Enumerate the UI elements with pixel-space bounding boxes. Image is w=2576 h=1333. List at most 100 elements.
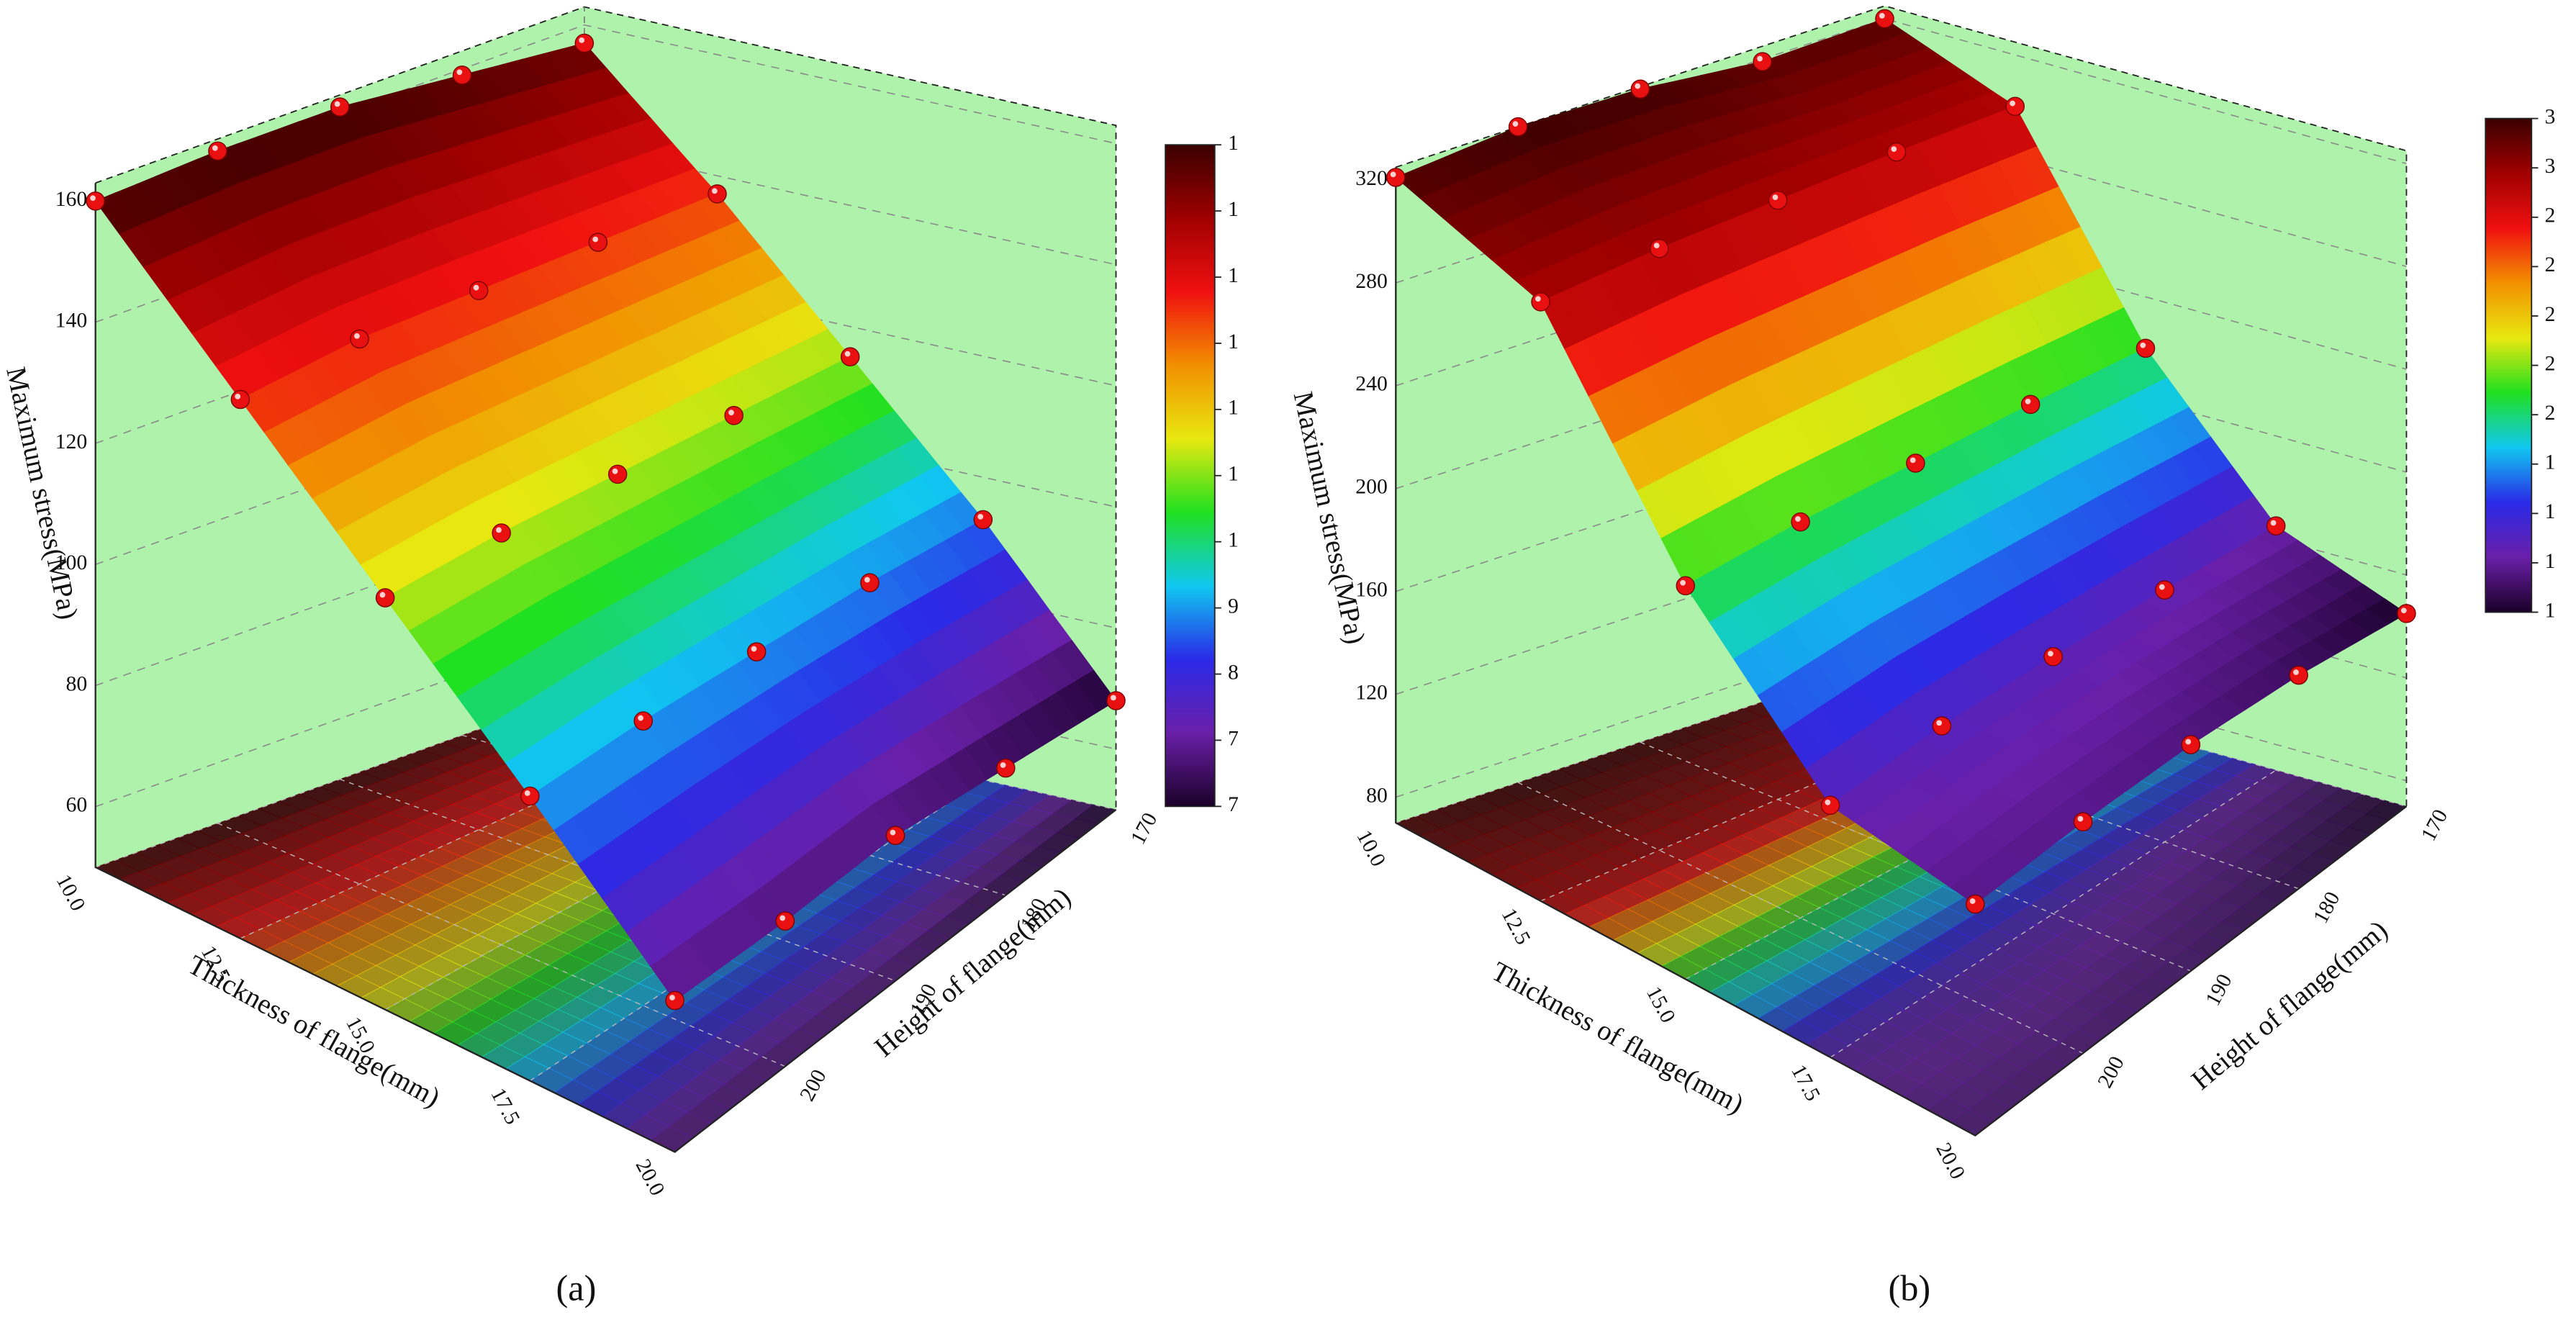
z-grid-line [95, 24, 1116, 202]
data-point [2073, 812, 2093, 832]
point-highlight [1000, 762, 1006, 768]
caption: (b) [1888, 1268, 1930, 1308]
point-highlight [1635, 83, 1641, 89]
z-label: Maximum stress(MPa) [0, 364, 83, 622]
data-point [2397, 604, 2416, 623]
data-point [2266, 516, 2286, 536]
z-tick-label: 100 [55, 551, 88, 574]
y-grid-line [217, 823, 786, 1067]
point-highlight [496, 527, 502, 533]
data-point [350, 329, 369, 349]
colorbar-label: 1 [2545, 599, 2556, 622]
z-grid-line [1396, 635, 2407, 798]
x-tick-label: 20.0 [631, 1156, 669, 1200]
data-point [588, 232, 608, 252]
colorbar-label: 2 [2545, 253, 2556, 276]
point-highlight [1653, 243, 1660, 249]
data-point [1753, 52, 1772, 71]
data-point [1820, 795, 1840, 815]
point-highlight [1825, 799, 1831, 805]
data-point [840, 347, 860, 366]
z-tick-label: 160 [1355, 579, 1388, 602]
z-tick-label: 60 [65, 794, 87, 817]
data-point [2043, 647, 2063, 666]
point-highlight [524, 790, 530, 796]
data-point [775, 911, 795, 931]
data-point [1650, 238, 1669, 258]
point-highlight [1757, 55, 1763, 62]
data-point [520, 786, 540, 806]
colorbar-label: 7 [1228, 793, 1239, 816]
data-point [375, 588, 395, 607]
data-point [492, 523, 511, 543]
data-point [1508, 117, 1528, 137]
point-highlight [2270, 520, 2277, 526]
data-point [574, 33, 595, 53]
data-point [469, 281, 489, 301]
point-highlight [456, 69, 463, 76]
data-point [1791, 512, 1810, 532]
data-point [330, 97, 350, 117]
y-tick-label: 170 [2417, 806, 2452, 845]
data-point [996, 758, 1016, 778]
z-tick-label: 80 [65, 672, 87, 695]
point-highlight [844, 351, 851, 357]
colorbar-label: 2 [2545, 204, 2556, 227]
x-tick-label: 10.0 [52, 871, 90, 915]
x-tick-label: 20.0 [1931, 1139, 1969, 1183]
data-point [1886, 142, 1907, 162]
x-tick-label: 17.5 [1786, 1061, 1825, 1105]
data-point [86, 191, 105, 211]
colorbar-label: 1 [2545, 500, 2556, 523]
point-highlight [612, 468, 618, 474]
z-tick-label: 80 [1366, 784, 1388, 807]
data-point [2181, 735, 2201, 754]
z-tick-label: 320 [1355, 167, 1388, 190]
x-tick-label: 17.5 [486, 1085, 524, 1129]
point-highlight [1390, 171, 1396, 178]
data-point [2136, 338, 2156, 358]
data-point [2005, 96, 2025, 117]
data-point [665, 990, 684, 1011]
point-highlight [2159, 584, 2165, 590]
data-point [885, 826, 905, 846]
point-highlight [2293, 669, 2299, 675]
data-point [2020, 394, 2041, 415]
point-highlight [1795, 516, 1801, 522]
point-highlight [1512, 121, 1519, 127]
colorbar-label: 2 [2545, 402, 2556, 425]
point-highlight [1535, 296, 1541, 302]
data-point [1768, 190, 1788, 210]
point-highlight [353, 333, 360, 339]
colorbar-label: 2 [2545, 303, 2556, 326]
colorbar-label: 1 [1228, 198, 1239, 221]
x-grid-line [530, 780, 984, 1082]
point-highlight [2400, 607, 2407, 614]
point-highlight [2185, 738, 2192, 745]
point-highlight [1891, 146, 1897, 152]
z-tick-label: 120 [55, 430, 88, 453]
colorbar-label: 1 [2545, 451, 2556, 474]
colorbar-label: 1 [1228, 463, 1239, 486]
point-highlight [2025, 398, 2031, 405]
point-highlight [890, 829, 896, 836]
point-highlight [1772, 194, 1779, 201]
z-tick-label: 140 [55, 309, 88, 333]
point-highlight [2140, 342, 2146, 348]
z-grid-line [1396, 326, 2407, 489]
point-highlight [473, 284, 479, 291]
data-point [746, 642, 767, 661]
point-highlight [235, 393, 241, 399]
data-point [1875, 9, 1894, 29]
data-point [452, 65, 472, 85]
point-highlight [2010, 100, 2015, 107]
point-highlight [212, 145, 218, 151]
point-highlight [977, 513, 984, 520]
colorbar-label: 2 [2545, 352, 2556, 375]
y-tick-label: 170 [1126, 809, 1162, 848]
z-tick-label: 160 [55, 188, 88, 211]
data-point [208, 141, 227, 161]
axis-frame [94, 183, 1117, 1153]
